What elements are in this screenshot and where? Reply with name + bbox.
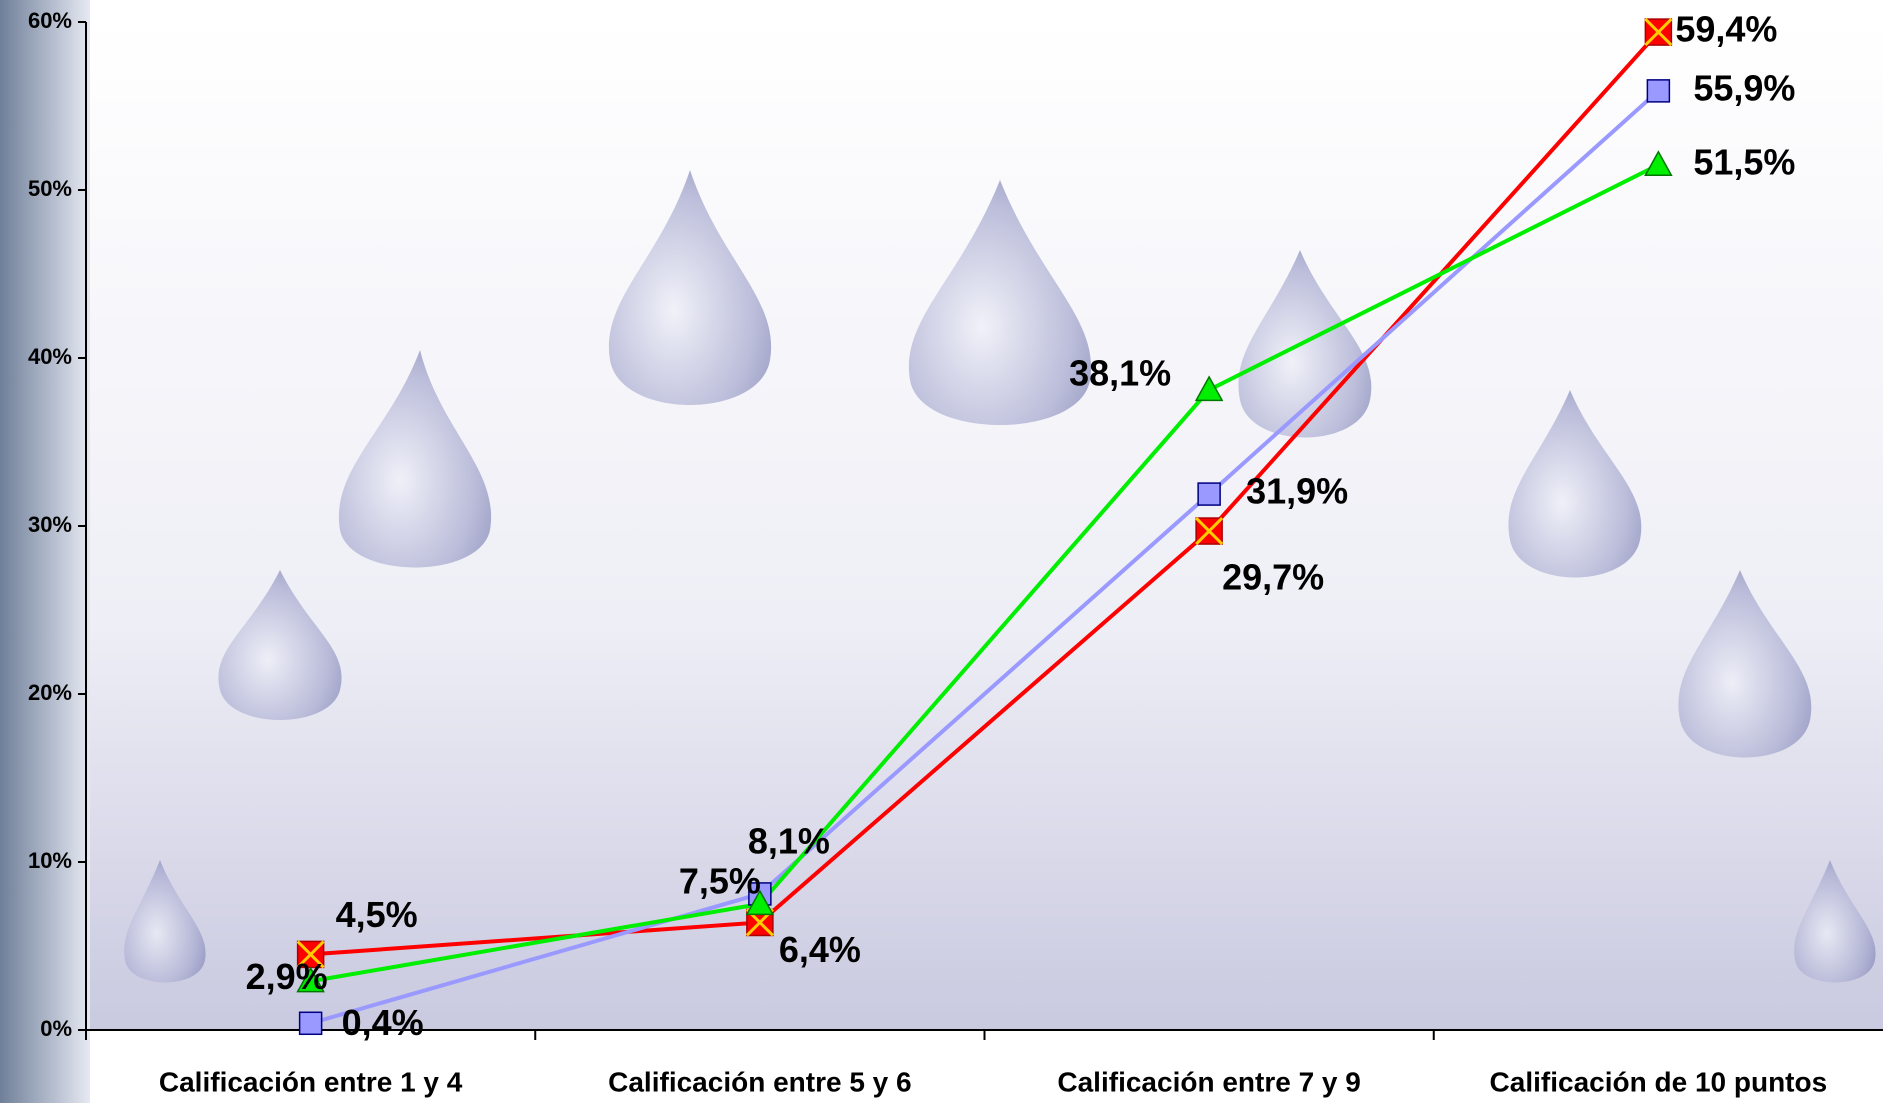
data-label: 6,4% xyxy=(779,929,861,970)
side-band xyxy=(0,0,90,1103)
marker xyxy=(296,966,325,993)
data-label: 38,1% xyxy=(1069,352,1171,393)
y-tick-label: 10% xyxy=(28,848,72,873)
y-tick-label: 50% xyxy=(28,176,72,201)
data-label: 4,5% xyxy=(336,894,418,935)
x-tick-label: Calificación entre 5 y 6 xyxy=(608,1066,911,1097)
data-label: 31,9% xyxy=(1246,471,1348,512)
marker xyxy=(1644,18,1673,47)
marker xyxy=(1644,150,1673,176)
y-tick-label: 40% xyxy=(28,344,72,369)
marker xyxy=(298,1011,323,1036)
series-line xyxy=(310,30,1660,957)
marker xyxy=(1646,79,1671,103)
data-label: 55,9% xyxy=(1693,67,1795,108)
marker xyxy=(1194,375,1224,402)
x-tick-label: Calificación entre 1 y 4 xyxy=(159,1066,463,1097)
data-label: 0,4% xyxy=(342,1002,424,1043)
data-label: 8,1% xyxy=(748,820,830,861)
x-tick-label: Calificación entre 7 y 9 xyxy=(1057,1066,1360,1097)
marker xyxy=(745,889,775,916)
data-label: 51,5% xyxy=(1693,141,1795,182)
y-tick-label: 20% xyxy=(28,680,72,705)
marker xyxy=(296,940,325,969)
y-tick-label: 60% xyxy=(28,8,72,33)
x-tick-label: Calificación de 10 puntos xyxy=(1490,1066,1828,1097)
data-label: 29,7% xyxy=(1222,557,1324,598)
series-line xyxy=(310,89,1660,1026)
data-label: 2,9% xyxy=(246,956,328,997)
series-line xyxy=(310,163,1660,984)
y-tick-label: 0% xyxy=(40,1016,72,1041)
y-tick-label: 30% xyxy=(28,512,72,537)
data-label: 59,4% xyxy=(1675,9,1777,50)
marker xyxy=(1197,482,1221,506)
marker xyxy=(1195,516,1224,546)
data-label: 7,5% xyxy=(679,861,761,902)
